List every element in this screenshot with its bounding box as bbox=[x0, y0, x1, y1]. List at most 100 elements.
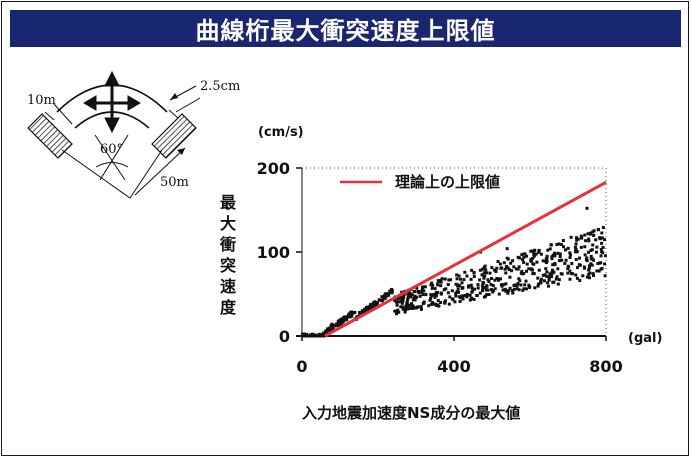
data-point bbox=[408, 303, 412, 307]
data-point bbox=[395, 303, 399, 307]
center-line-right bbox=[99, 134, 129, 181]
data-point bbox=[331, 327, 335, 331]
data-point bbox=[592, 258, 596, 262]
data-point bbox=[430, 300, 434, 304]
data-point bbox=[591, 243, 595, 247]
data-point bbox=[595, 245, 599, 249]
data-point bbox=[481, 289, 485, 293]
data-point bbox=[473, 287, 477, 291]
data-point bbox=[368, 305, 372, 309]
data-point bbox=[525, 254, 529, 258]
data-point bbox=[447, 278, 451, 282]
data-point bbox=[568, 269, 572, 273]
data-point bbox=[582, 265, 586, 269]
data-point bbox=[491, 290, 495, 294]
data-point bbox=[481, 267, 485, 271]
data-point bbox=[476, 283, 480, 287]
data-point bbox=[534, 252, 538, 256]
data-point bbox=[399, 305, 403, 309]
data-point bbox=[600, 241, 604, 245]
data-point bbox=[603, 238, 607, 242]
arrowhead-icon bbox=[170, 93, 178, 100]
data-point bbox=[517, 256, 521, 260]
legend-label: 理論上の上限値 bbox=[395, 173, 500, 191]
data-point bbox=[548, 272, 552, 276]
data-point bbox=[436, 291, 440, 295]
data-point bbox=[603, 262, 607, 266]
data-point bbox=[410, 293, 414, 297]
data-point bbox=[466, 284, 470, 288]
data-point bbox=[512, 287, 516, 291]
data-point bbox=[322, 334, 326, 338]
data-point bbox=[518, 279, 522, 283]
data-point bbox=[338, 319, 342, 323]
data-point bbox=[505, 256, 509, 260]
data-point bbox=[517, 277, 521, 281]
data-point bbox=[504, 289, 508, 293]
data-point bbox=[573, 245, 577, 249]
y-axis-title-char: 大 bbox=[220, 214, 236, 233]
data-point bbox=[544, 259, 548, 263]
data-point bbox=[461, 286, 465, 290]
data-point bbox=[481, 286, 485, 290]
data-point bbox=[522, 287, 526, 291]
data-point bbox=[575, 236, 579, 240]
data-point bbox=[317, 334, 321, 338]
theory-upper-limit-line bbox=[324, 180, 607, 338]
data-point bbox=[544, 257, 548, 261]
data-point bbox=[397, 310, 401, 314]
data-point bbox=[454, 291, 458, 295]
y-axis-title: 最大衝突速度 bbox=[219, 193, 237, 317]
data-point bbox=[545, 274, 549, 278]
data-point bbox=[555, 275, 559, 279]
data-point bbox=[535, 260, 539, 264]
data-point bbox=[460, 281, 464, 285]
data-point bbox=[493, 287, 497, 291]
data-point bbox=[443, 299, 447, 303]
data-point bbox=[497, 277, 501, 281]
data-point bbox=[599, 254, 603, 258]
data-point bbox=[434, 291, 438, 295]
data-point bbox=[482, 271, 486, 275]
data-point bbox=[401, 305, 405, 309]
data-point bbox=[415, 286, 419, 290]
data-point bbox=[381, 295, 385, 299]
data-point bbox=[329, 324, 333, 328]
data-point bbox=[411, 298, 415, 302]
data-point bbox=[456, 284, 460, 288]
data-point bbox=[545, 254, 549, 258]
data-point bbox=[520, 253, 524, 257]
data-point bbox=[457, 274, 461, 278]
data-point bbox=[557, 242, 561, 246]
data-point bbox=[578, 263, 582, 267]
data-point bbox=[403, 310, 407, 314]
data-point bbox=[507, 289, 511, 293]
data-point bbox=[587, 239, 591, 243]
data-point bbox=[429, 302, 433, 306]
data-point bbox=[595, 269, 599, 273]
radius-line-left bbox=[61, 149, 131, 199]
data-point bbox=[522, 272, 526, 276]
data-point bbox=[420, 288, 424, 292]
data-point bbox=[592, 233, 596, 237]
data-point bbox=[594, 238, 598, 242]
data-point bbox=[478, 268, 482, 272]
data-point bbox=[499, 266, 503, 270]
data-point bbox=[575, 250, 579, 254]
data-point bbox=[413, 296, 417, 300]
data-point bbox=[592, 229, 596, 233]
data-point bbox=[601, 226, 605, 230]
data-point bbox=[511, 291, 515, 295]
data-point bbox=[587, 250, 591, 254]
data-point bbox=[566, 246, 570, 250]
data-point bbox=[340, 317, 344, 321]
data-point bbox=[340, 319, 344, 323]
data-point bbox=[353, 310, 357, 314]
data-point bbox=[588, 276, 591, 280]
data-point bbox=[469, 296, 473, 300]
data-point bbox=[447, 302, 451, 306]
width-dimension-line bbox=[53, 103, 73, 125]
data-point bbox=[541, 273, 545, 277]
data-point bbox=[371, 305, 375, 309]
